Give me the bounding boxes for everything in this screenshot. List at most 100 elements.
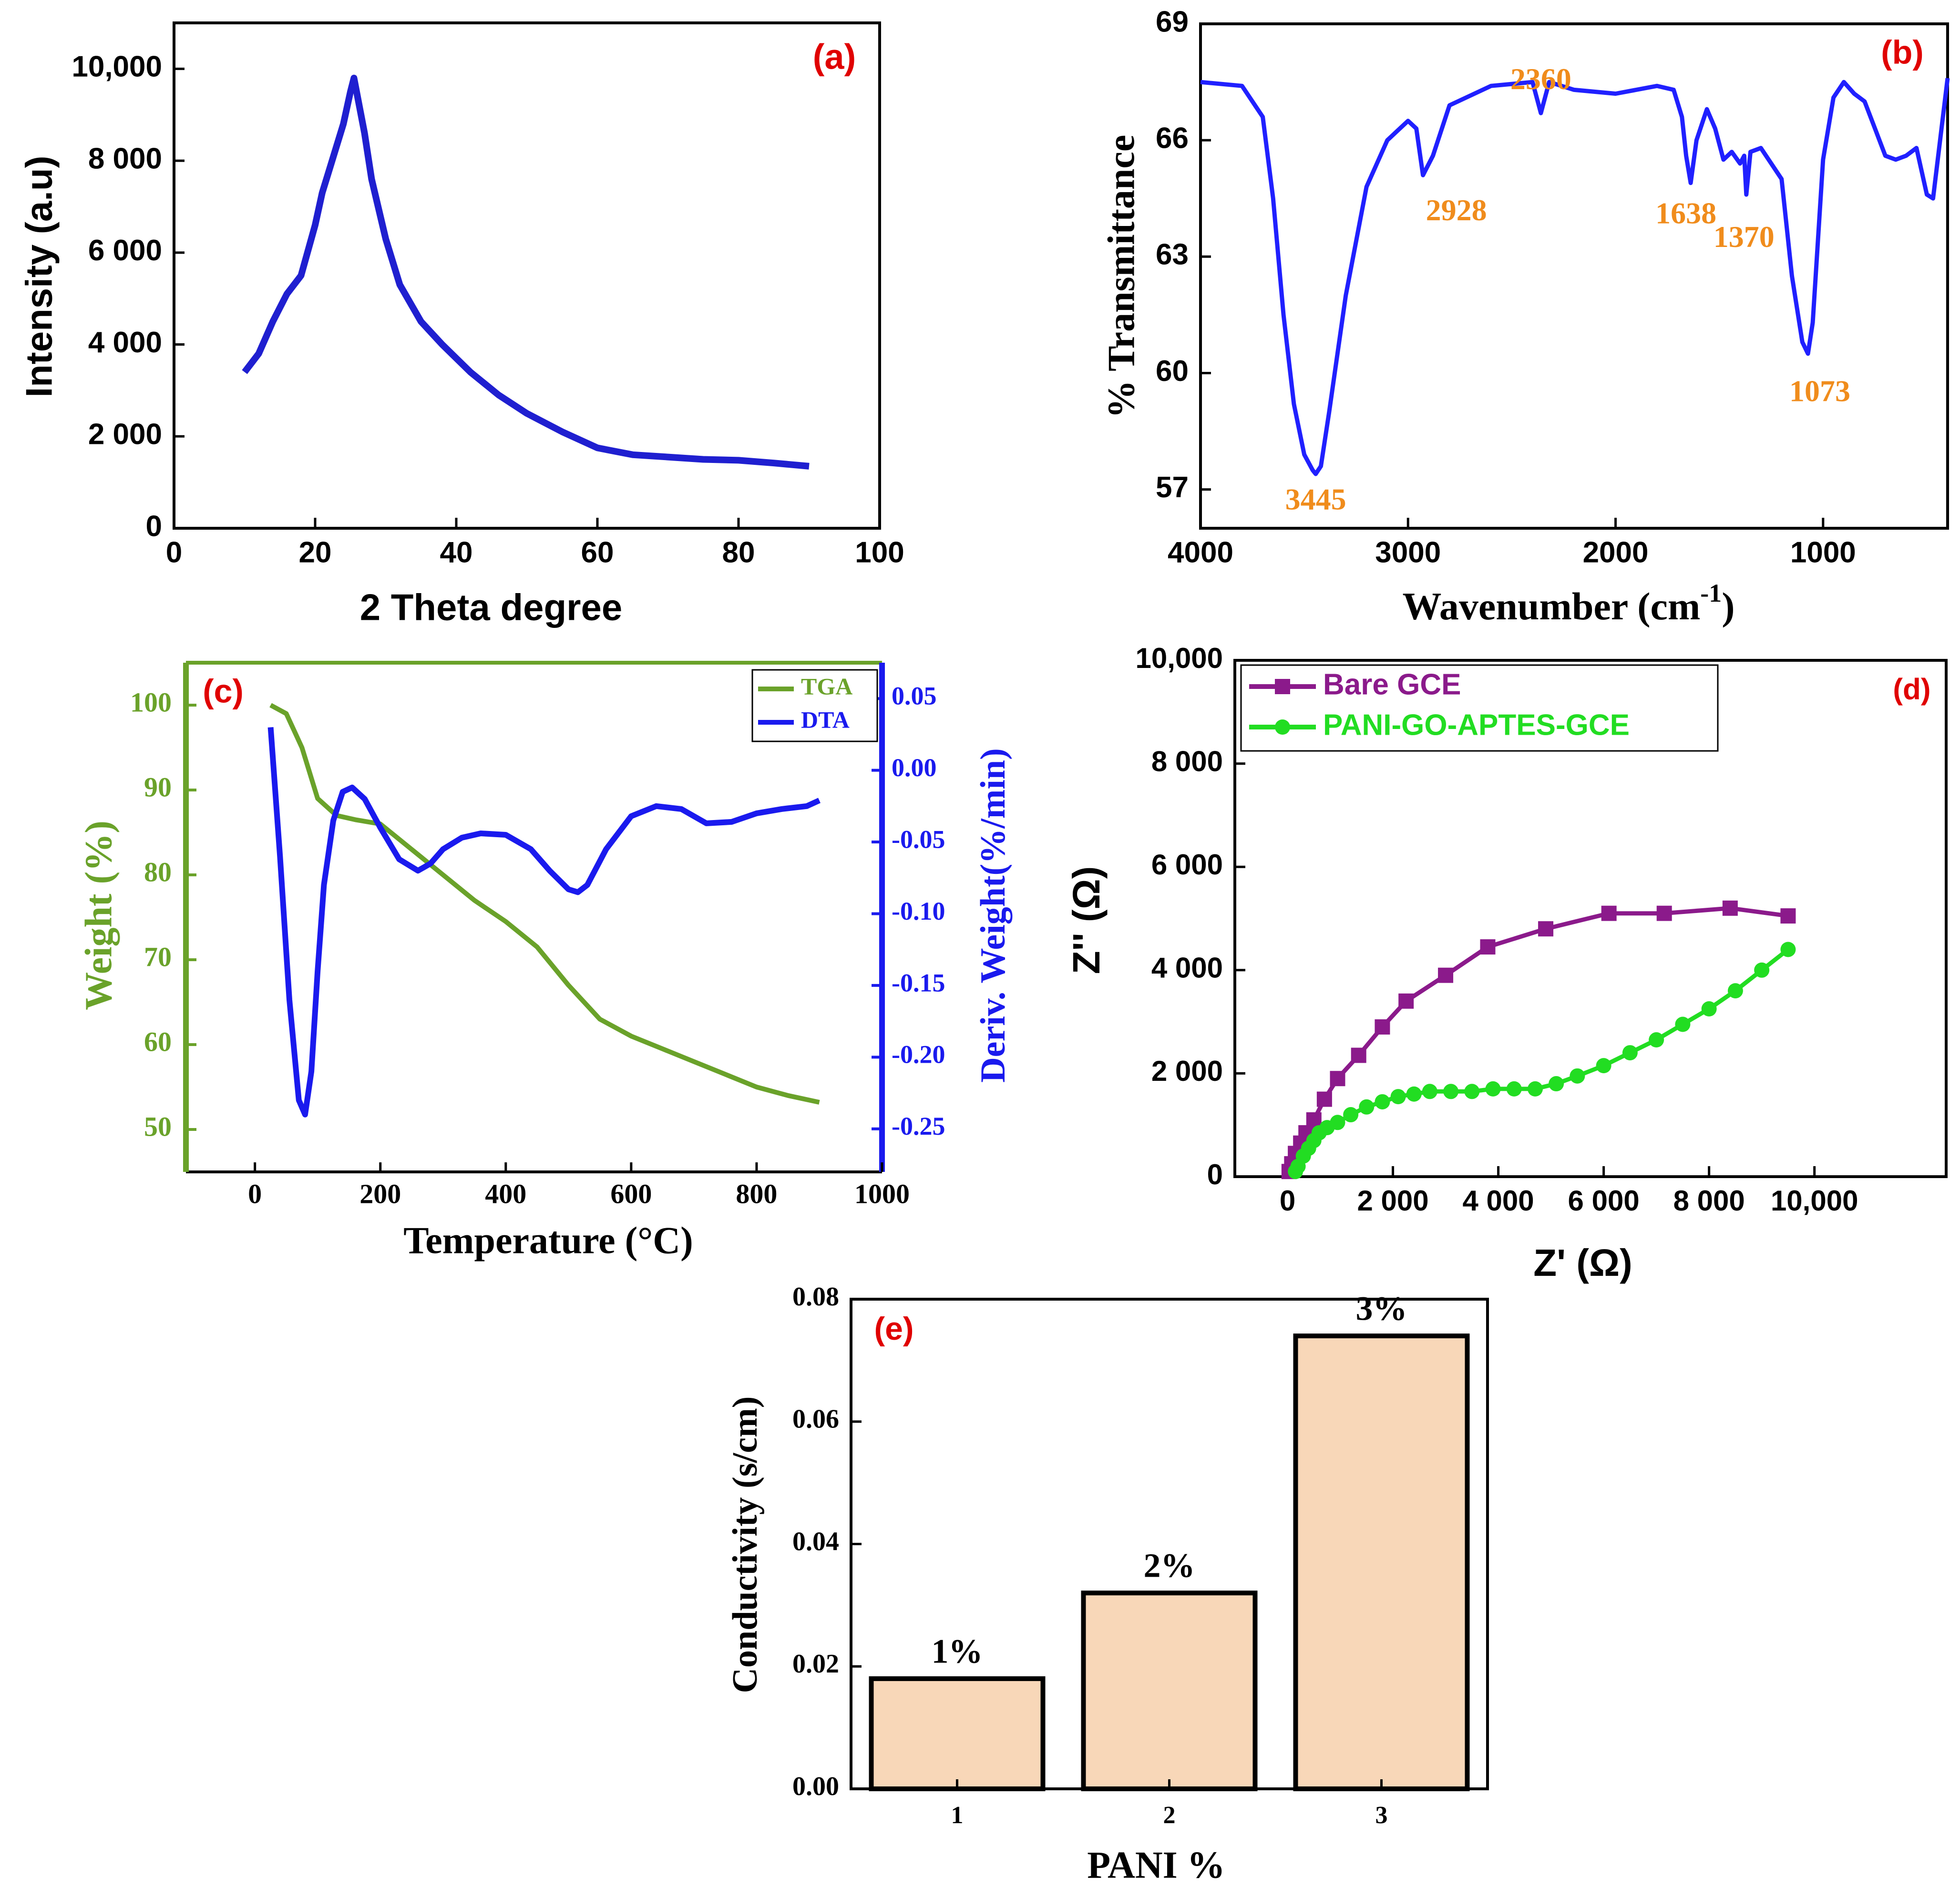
y-tick-label: 4 000 [88,326,162,359]
x-axis-title: Z' (Ω) [1533,1242,1632,1284]
y-tick-label: 0.06 [792,1405,839,1434]
peak-label: 1073 [1789,374,1850,408]
x-tick-label: 2000 [1583,536,1649,569]
peak-label: 1370 [1714,220,1775,254]
legend: TGA DTA [751,669,878,742]
x-tick-label: 60 [581,536,614,569]
bar-label: 2% [1144,1547,1195,1585]
x-tick-label: 0 [248,1178,262,1209]
y-right-axis-title: Deriv. Weight(%/min) [974,748,1013,1083]
data-point [1438,967,1454,983]
y-right-tick-label: -0.05 [892,825,945,853]
data-point [1375,1094,1390,1109]
panel-label: (e) [874,1311,913,1347]
data-point [1351,1047,1366,1063]
y-axis-title: Weight (%) [78,821,120,1010]
x-tick-label: 80 [722,536,755,569]
y-axis-title: Conductivity (s/cm) [726,1396,765,1693]
y-tick-label: 6 000 [88,234,162,267]
x-tick-label: 100 [855,536,904,569]
data-point [1780,908,1796,924]
legend-label: PANI-GO-APTES-GCE [1323,708,1630,741]
y-tick-label: 100 [130,687,172,718]
bar [869,1676,1046,1792]
y-tick-label: 6 000 [1151,849,1223,881]
y-right-tick-label: -0.15 [892,968,945,997]
y-right-tick-label: 0.00 [892,753,937,782]
x-axis-title: PANI % [1087,1844,1225,1886]
panel-label: (d) [1893,673,1930,706]
y-tick-label: 66 [1156,122,1189,155]
legend-box [751,669,878,742]
data-point [1390,1089,1406,1105]
y-tick-label: 0 [146,510,162,543]
tga-line [269,703,820,1105]
x-tick-label: 3000 [1375,536,1441,569]
y-tick-label: 0.00 [792,1772,839,1801]
x-tick-label: 20 [299,536,332,569]
xrd-line [242,74,810,470]
data-point [1464,1084,1480,1099]
legend-box [1240,664,1719,752]
data-point [1675,1016,1691,1032]
plot-frame [1199,22,1949,530]
data-point [1527,1081,1543,1097]
x-tick-label: 1000 [1790,536,1856,569]
y-tick-label: 0.04 [792,1527,839,1556]
bar [1293,1334,1470,1791]
x-tick-label: 1000 [854,1178,910,1209]
data-point [1330,1115,1345,1130]
data-point [1649,1032,1664,1048]
data-point [1506,1081,1522,1097]
y-tick-label: 8 000 [88,142,162,175]
data-point [1570,1068,1585,1084]
bar-label: 1% [932,1632,983,1670]
x-axis-title: Temperature (°C) [403,1220,693,1262]
legend-label-tga: TGA [801,673,852,699]
x-axis-title: 2 Theta degree [360,586,623,628]
x-tick-label: 800 [736,1178,777,1209]
x-tick-label: 4 000 [1463,1185,1534,1217]
y-tick-label: 10,000 [1135,642,1223,674]
x-tick-label: 4000 [1168,536,1233,569]
data-point [1596,1058,1611,1074]
panel-label: (c) [203,672,244,709]
y-axis-title: Intensity (a.u) [18,155,60,397]
data-point [1375,1019,1390,1035]
legend-label-dta: DTA [801,706,850,733]
data-point [1398,993,1414,1009]
y-tick-label: 50 [144,1111,172,1142]
y-axis-title: % Transmittance [1100,135,1142,419]
peak-label: 3445 [1285,482,1346,516]
data-point [1754,962,1770,978]
panel-b: 4000 3000 2000 1000 57 60 63 66 69 3445 2928 2360 16… [1100,5,1950,628]
y-tick-label: 80 [144,856,172,887]
dta-line [267,727,821,1118]
y-tick-label: 0.08 [792,1282,839,1312]
bar [1081,1590,1258,1791]
panel-d: 0 2 000 4 000 6 000 8 000 10,000 0 2 000 4 000 6 … [1065,642,1948,1284]
panel-a: 0 20 40 60 80 100 0 2 000 4 000 6 000 8 000 10,000 2… [18,21,904,628]
x-tick-label: 600 [610,1178,652,1209]
y-tick-label: 63 [1156,238,1189,271]
data-point [1701,1001,1717,1017]
x-tick-label: 6 000 [1568,1185,1640,1217]
data-point [1306,1112,1322,1128]
x-axis-title: Wavenumber (cm-1) [1402,579,1734,627]
panel-e: 0.00 0.02 0.04 0.06 0.08 1% 1 2% 2 3% 3 PANI % Condu… [726,1282,1489,1886]
data-point [1722,900,1738,916]
x-tick-label: 8 000 [1673,1185,1745,1217]
peak-label: 2360 [1510,62,1571,96]
x-tick-label: 400 [485,1178,526,1209]
plot-frame [173,21,881,530]
y-right-tick-label: -0.20 [892,1040,945,1069]
data-point [1406,1086,1422,1102]
y-tick-label: 2 000 [1151,1055,1223,1087]
data-point [1443,1084,1459,1099]
data-point [1656,905,1672,921]
x-tick-label: 2 [1163,1802,1176,1829]
y-tick-label: 60 [144,1026,172,1057]
plot-frame [1233,659,1948,1178]
y-tick-label: 0.02 [792,1649,839,1679]
